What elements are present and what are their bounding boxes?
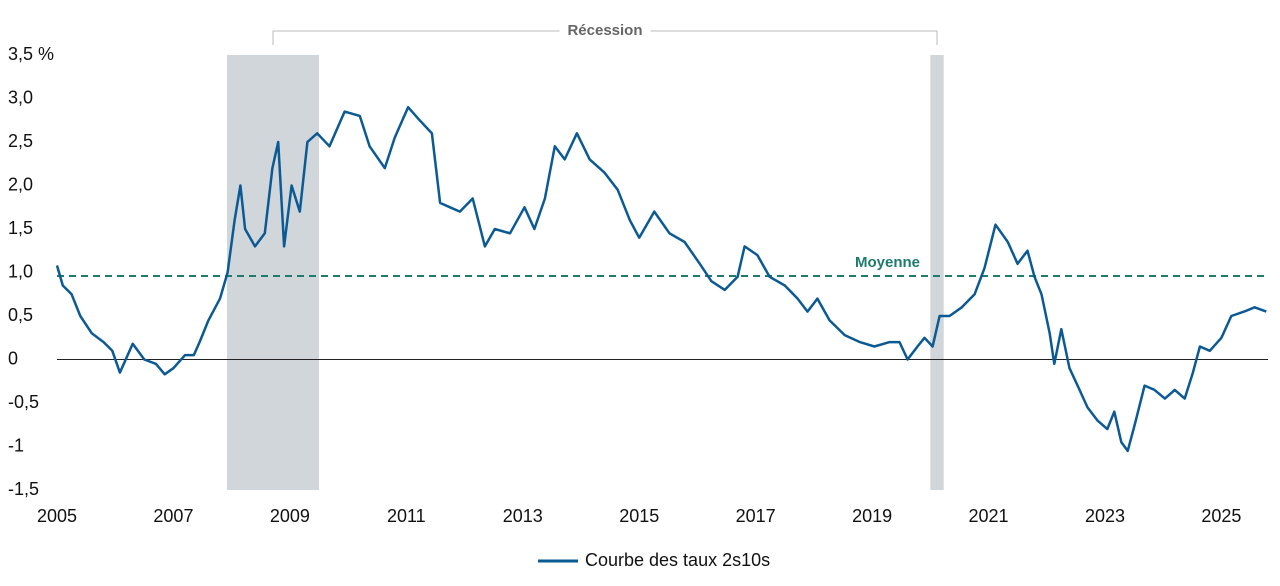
legend-item: Courbe des taux 2s10s [538, 550, 770, 570]
y-tick-label: 1,0 [8, 261, 33, 281]
y-tick-label: -1,5 [8, 479, 39, 499]
recession-band [227, 55, 319, 490]
x-tick-label: 2023 [1085, 506, 1125, 526]
x-tick-label: 2025 [1201, 506, 1241, 526]
mean-label: Moyenne [855, 254, 920, 271]
recession-label: Récession [567, 22, 642, 39]
recession-label-bg [559, 21, 651, 39]
y-tick-label: 3,0 [8, 87, 33, 107]
x-tick-label: 2017 [736, 506, 776, 526]
y-tick-label: 0,5 [8, 305, 33, 325]
series-line [55, 105, 1267, 453]
y-tick-label: 0 [8, 348, 18, 368]
x-tick-label: 2019 [852, 506, 892, 526]
y-tick-label: 2,0 [8, 174, 33, 194]
recession-band [930, 55, 944, 490]
y-tick-label: 1,5 [8, 218, 33, 238]
x-tick-label: 2011 [387, 506, 426, 526]
y-tick-label: -0,5 [8, 392, 39, 412]
x-tick-label: 2013 [503, 506, 543, 526]
y-tick-label: -1 [8, 435, 24, 455]
x-tick-label: 2021 [969, 506, 1009, 526]
x-tick-label: 2007 [153, 506, 193, 526]
x-tick-label: 2015 [619, 506, 659, 526]
x-tick-label: 2005 [37, 506, 77, 526]
legend-label: Courbe des taux 2s10s [585, 550, 770, 570]
y-tick-label: 2,5 [8, 131, 33, 151]
x-tick-label: 2009 [270, 506, 310, 526]
y-tick-label: 3,5 % [8, 44, 54, 64]
